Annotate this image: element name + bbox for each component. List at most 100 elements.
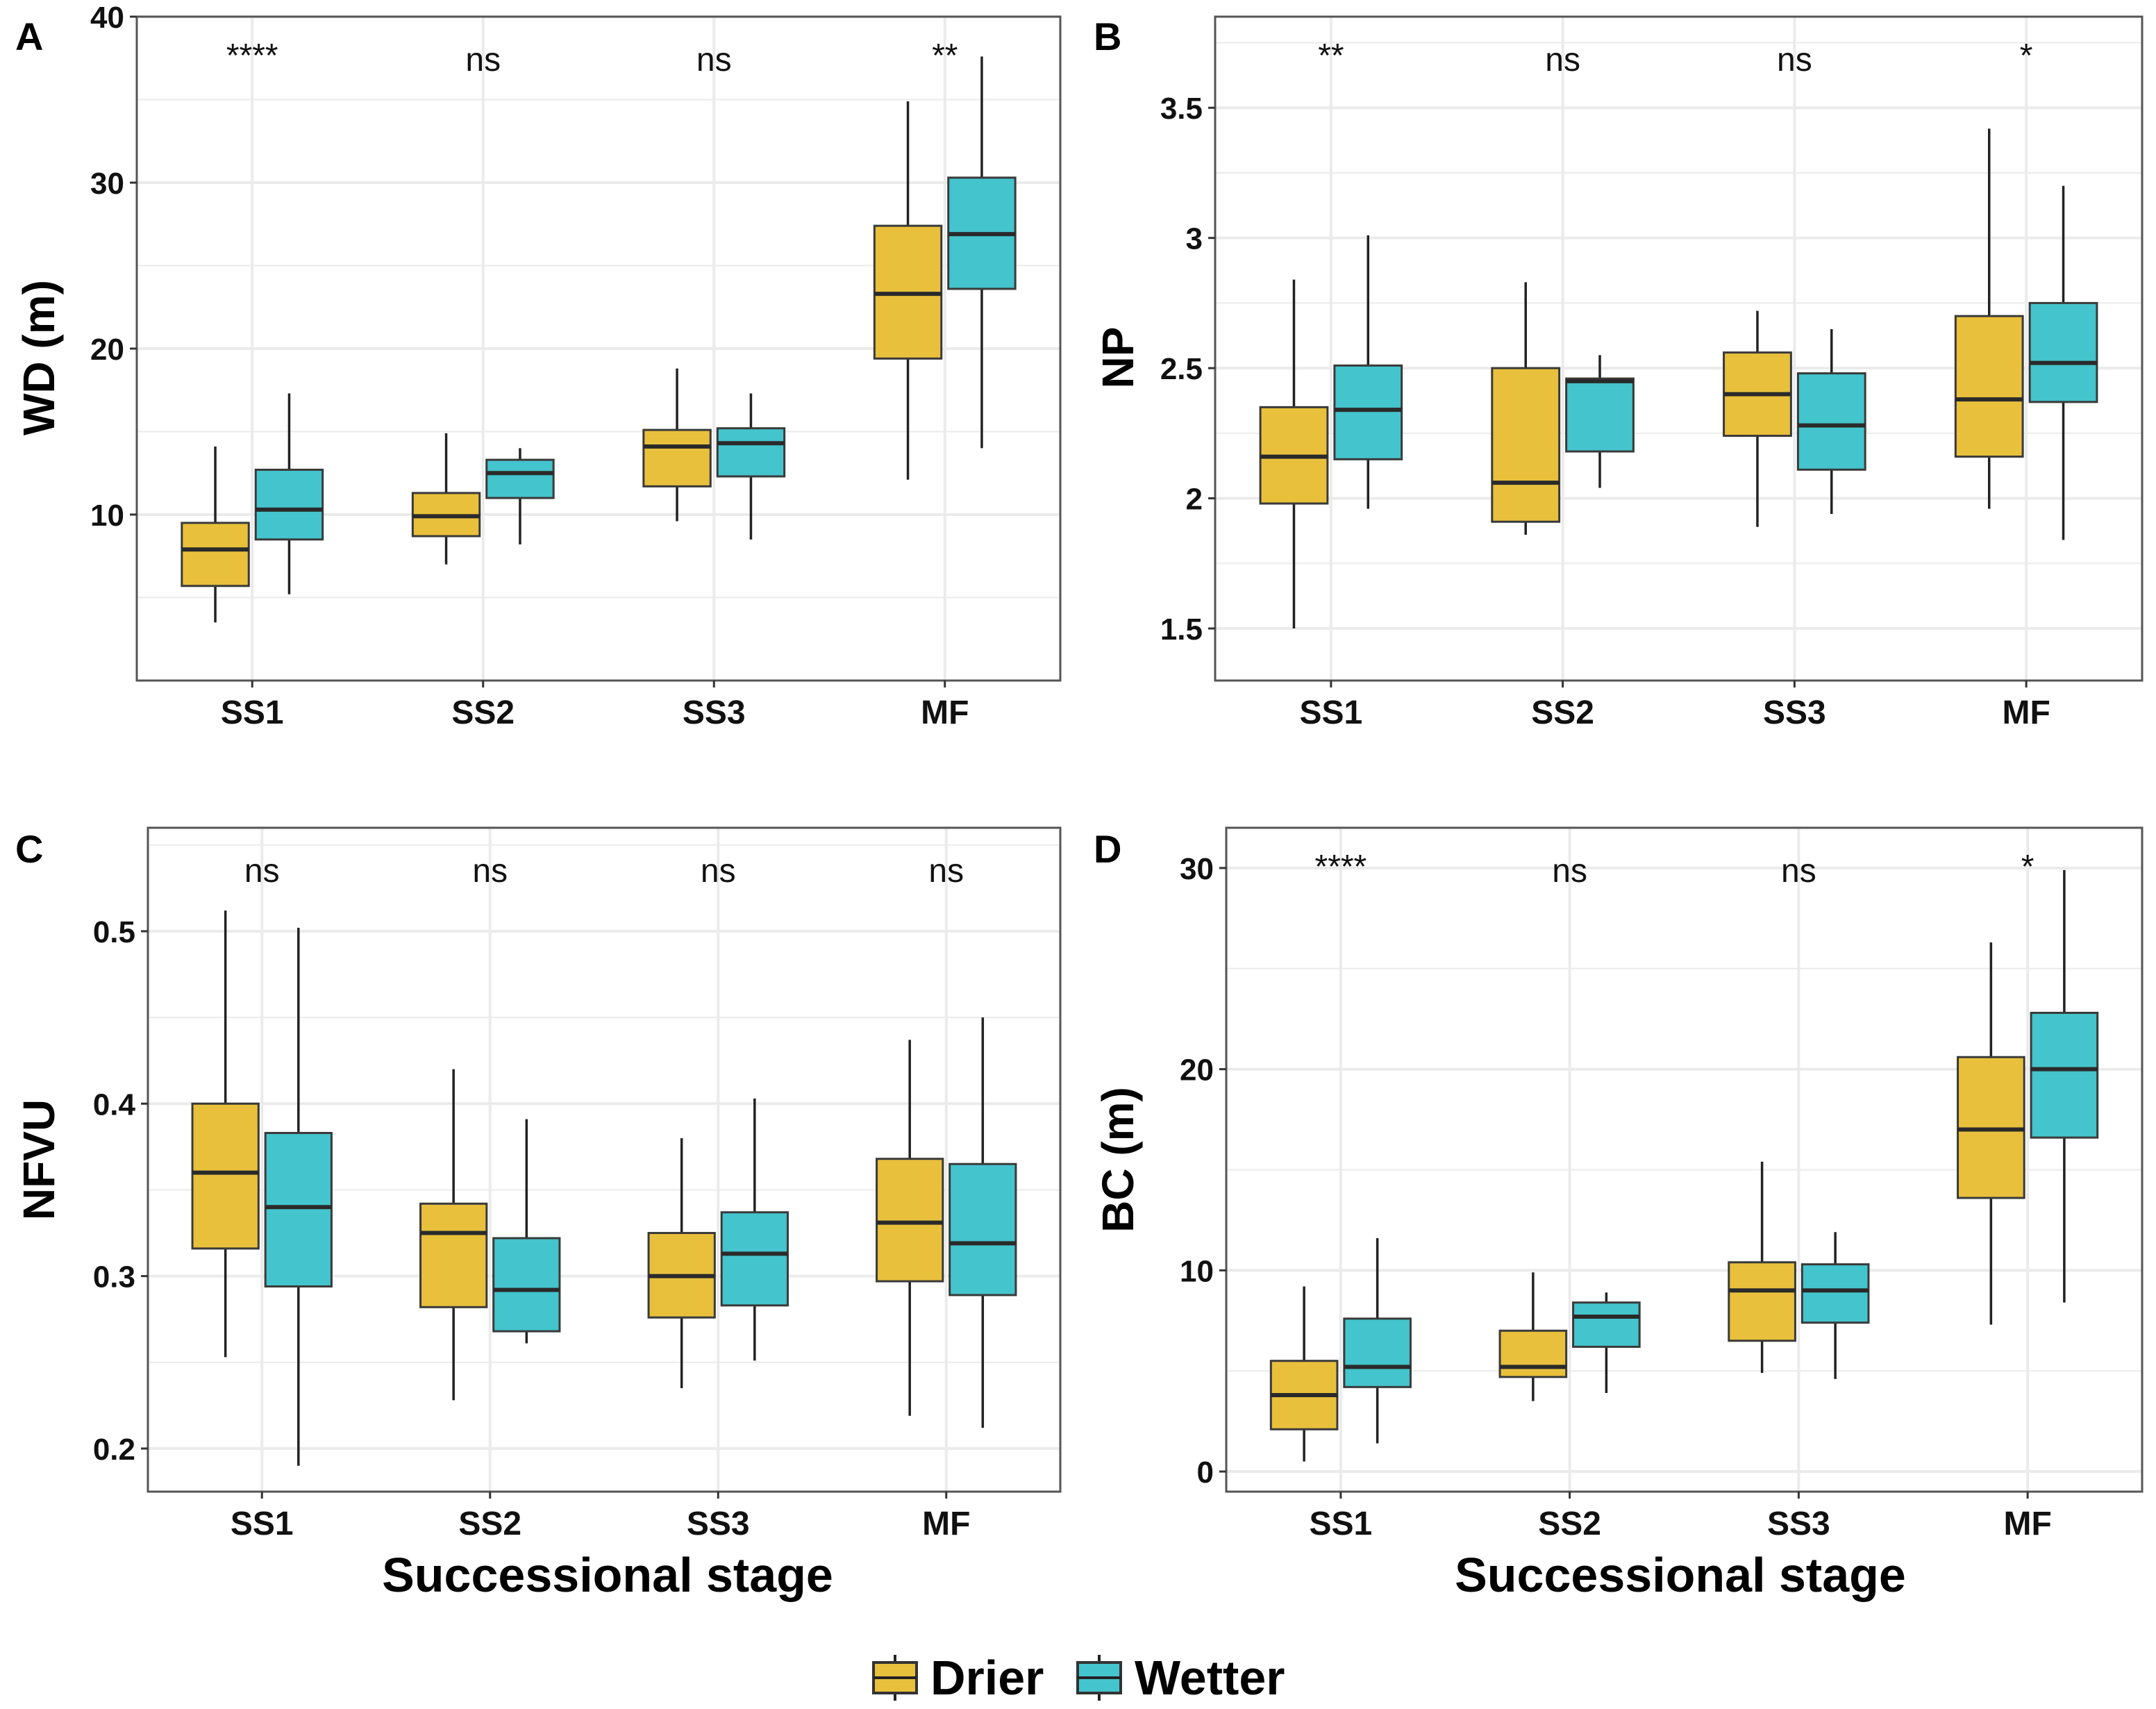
panel-d-drier-ss3-box bbox=[1728, 1261, 1796, 1342]
panel-b-significance-label: ns bbox=[1545, 42, 1580, 78]
panel-b-ytick-label: 1.5 bbox=[1160, 612, 1203, 647]
panel-b-xtick-label: SS2 bbox=[1531, 694, 1594, 731]
panel-b-frame bbox=[1214, 15, 2144, 682]
panel-a-drier-ss3-box bbox=[642, 428, 712, 487]
legend-label-wetter: Wetter bbox=[1135, 1651, 1285, 1705]
panel-d: 0 10 20 30 SS1 **** SS2 ns SS3 ns MF * D BC (m) Suc… bbox=[1093, 826, 2144, 1602]
panel-c-xlabel: Successional stage bbox=[382, 1548, 833, 1602]
panel-d-wetter-mf-box bbox=[2030, 1012, 2099, 1139]
panel-d-wetter-ss3-box bbox=[1800, 1263, 1870, 1324]
panel-d-ytick-label: 10 bbox=[1180, 1254, 1214, 1288]
panel-c-xtick-label: SS3 bbox=[687, 1506, 750, 1542]
panel-c-drier-ss2-box bbox=[419, 1202, 488, 1308]
panel-d-wetter-ss2-box bbox=[1572, 1301, 1641, 1348]
panel-c-wetter-ss2-box bbox=[492, 1237, 561, 1333]
panel-d-ylabel: BC (m) bbox=[1093, 1087, 1143, 1233]
panel-b-ylabel: NP bbox=[1093, 327, 1143, 389]
panel-a-significance-label: ns bbox=[696, 42, 732, 78]
legend-item-wetter: Wetter bbox=[1076, 1651, 1285, 1705]
panel-c-ylabel: NFVU bbox=[14, 1099, 64, 1220]
panel-b-wetter-mf-box bbox=[2028, 301, 2098, 403]
panel-b-wetter-ss1-box bbox=[1333, 364, 1403, 460]
panel-a: 10 20 30 40 SS1 **** SS2 ns SS3 ns MF ** A WD (m) bbox=[14, 1, 1062, 731]
panel-d-xtick-label: SS3 bbox=[1767, 1506, 1830, 1542]
panel-d-significance-label: * bbox=[2021, 849, 2034, 885]
panel-a-letter: A bbox=[15, 15, 43, 58]
panel-a-wetter-ss1-box bbox=[254, 468, 324, 541]
panel-b-significance-label: ns bbox=[1777, 42, 1812, 78]
panel-d-ytick-label: 20 bbox=[1180, 1053, 1214, 1087]
panel-b-xtick-label: SS3 bbox=[1763, 694, 1826, 731]
panel-a-xtick-label: MF bbox=[921, 694, 969, 731]
panel-c-ytick-label: 0.5 bbox=[93, 915, 135, 949]
panel-d-plot: 0 10 20 30 SS1 **** SS2 ns SS3 ns MF * bbox=[1180, 826, 2144, 1542]
panel-c-xtick-label: MF bbox=[922, 1506, 970, 1542]
legend-item-drier: Drier bbox=[872, 1651, 1044, 1705]
panel-d-significance-label: **** bbox=[1315, 849, 1367, 885]
panel-c-significance-label: ns bbox=[244, 853, 280, 890]
panel-b: 1.5 2 2.5 3 3.5 SS1 ** SS2 ns SS3 ns MF * B NP bbox=[1093, 15, 2144, 731]
panel-d-letter: D bbox=[1094, 827, 1121, 871]
panel-a-ytick-label: 10 bbox=[90, 499, 124, 533]
panel-d-ytick-label: 0 bbox=[1197, 1456, 1214, 1490]
panel-a-xtick-label: SS1 bbox=[221, 694, 284, 731]
panel-a-significance-label: ns bbox=[465, 42, 501, 78]
panel-a-wetter-ss3-box bbox=[716, 427, 786, 478]
panel-b-xtick-label: MF bbox=[2002, 694, 2050, 731]
panel-d-significance-label: ns bbox=[1552, 853, 1587, 890]
panel-d-wetter-ss1-box bbox=[1343, 1317, 1412, 1388]
panel-c-significance-label: ns bbox=[928, 853, 964, 890]
panel-c-xtick-label: SS2 bbox=[458, 1506, 521, 1542]
panel-a-drier-ss1-box bbox=[181, 522, 250, 587]
panel-c-significance-label: ns bbox=[472, 853, 508, 890]
panel-c-ytick-label: 0.4 bbox=[93, 1087, 136, 1122]
panel-a-significance-label: **** bbox=[226, 37, 278, 74]
panel-b-wetter-ss2-box bbox=[1565, 377, 1635, 453]
panel-b-ytick-label: 2 bbox=[1186, 483, 1203, 517]
panel-b-significance-label: * bbox=[2020, 37, 2033, 74]
panel-b-plot: 1.5 2 2.5 3 3.5 SS1 ** SS2 ns SS3 ns MF * bbox=[1160, 15, 2144, 731]
panel-b-ytick-label: 3.5 bbox=[1160, 92, 1203, 126]
panel-d-drier-ss2-box bbox=[1498, 1329, 1568, 1378]
panel-b-xtick-label: SS1 bbox=[1300, 694, 1363, 731]
panel-a-ytick-label: 20 bbox=[90, 333, 124, 367]
panel-d-xtick-label: SS1 bbox=[1310, 1506, 1373, 1542]
panel-c-wetter-ss3-box bbox=[720, 1211, 789, 1307]
panel-c-significance-label: ns bbox=[701, 853, 736, 890]
panel-c-ytick-label: 0.3 bbox=[93, 1260, 135, 1294]
panel-b-wetter-ss3-box bbox=[1796, 372, 1866, 471]
panel-c-xtick-label: SS1 bbox=[231, 1506, 294, 1542]
panel-d-significance-label: ns bbox=[1781, 853, 1816, 890]
panel-c-frame bbox=[147, 826, 1062, 1493]
panel-a-xtick-label: SS3 bbox=[683, 694, 746, 731]
panel-c-ytick-label: 0.2 bbox=[93, 1433, 135, 1467]
panel-b-ytick-label: 3 bbox=[1186, 222, 1203, 256]
panel-c-wetter-ss1-box bbox=[264, 1132, 333, 1288]
panel-c-letter: C bbox=[15, 827, 43, 871]
panel-c-plot: 0.2 0.3 0.4 0.5 SS1 ns SS2 ns SS3 ns MF ns bbox=[93, 826, 1062, 1542]
panel-d-xtick-label: MF bbox=[2003, 1506, 2051, 1542]
panel-a-xtick-label: SS2 bbox=[451, 694, 515, 731]
panel-a-plot: 10 20 30 40 SS1 **** SS2 ns SS3 ns MF ** bbox=[90, 1, 1062, 731]
panel-a-ytick-label: 40 bbox=[90, 1, 124, 35]
panel-a-ytick-label: 30 bbox=[90, 167, 124, 201]
panel-c-wetter-mf-box bbox=[949, 1162, 1017, 1297]
legend: Drier Wetter bbox=[872, 1651, 1285, 1705]
panel-d-xtick-label: SS2 bbox=[1538, 1506, 1601, 1542]
panel-a-ylabel: WD (m) bbox=[14, 280, 64, 435]
panel-b-drier-mf-box bbox=[1954, 315, 2024, 458]
panel-b-letter: B bbox=[1094, 15, 1121, 58]
panel-b-significance-label: ** bbox=[1318, 37, 1344, 74]
legend-label-drier: Drier bbox=[930, 1651, 1044, 1705]
panel-d-ytick-label: 30 bbox=[1180, 852, 1214, 886]
panel-b-drier-ss2-box bbox=[1491, 367, 1561, 523]
panel-c-drier-ss1-box bbox=[191, 1102, 260, 1250]
panel-d-frame bbox=[1225, 826, 2144, 1493]
panel-c: 0.2 0.3 0.4 0.5 SS1 ns SS2 ns SS3 ns MF ns C NFVU S… bbox=[14, 826, 1062, 1602]
panel-a-wetter-ss2-box bbox=[485, 458, 555, 499]
panel-d-xlabel: Successional stage bbox=[1455, 1548, 1906, 1602]
panel-c-drier-mf-box bbox=[876, 1158, 944, 1283]
panel-a-significance-label: ** bbox=[932, 37, 958, 74]
panel-b-ytick-label: 2.5 bbox=[1160, 352, 1203, 386]
